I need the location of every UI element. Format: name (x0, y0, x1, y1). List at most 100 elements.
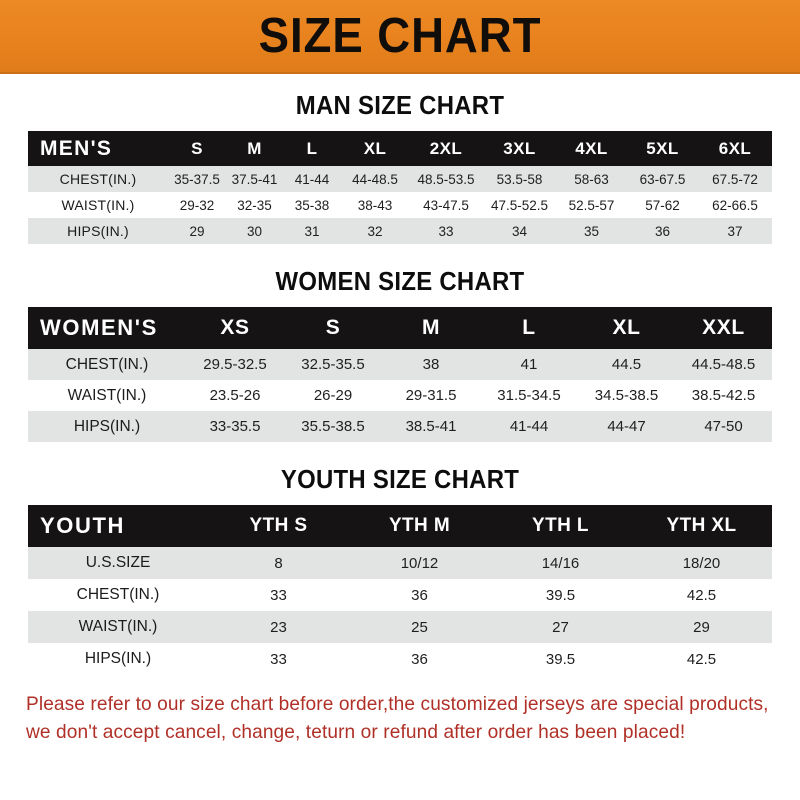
men-size-header-4xl: 4XL (575, 138, 608, 158)
disclaimer-line-1: Please refer to our size chart before or… (26, 693, 769, 715)
youth-chest-s: 33 (208, 579, 349, 611)
youth-ussize-s: 8 (208, 547, 349, 579)
men-hips-3xl: 34 (483, 218, 556, 244)
women-waist-s: 26-29 (284, 380, 382, 411)
men-size-header-3xl: 3XL (503, 138, 536, 158)
men-waist-4xl: 52.5-57 (556, 192, 627, 218)
women-size-header-xs: XS (220, 316, 250, 339)
section-title-women: WOMEN SIZE CHART (275, 266, 525, 296)
women-row-label-waist: WAIST(IN.) (28, 380, 186, 411)
women-size-header-xxl: XXL (702, 316, 745, 339)
women-hips-xxl: 47-50 (675, 411, 772, 442)
men-chest-6xl: 67.5-72 (698, 166, 772, 192)
men-chest-l: 41-44 (283, 166, 341, 192)
women-size-header-s: S (325, 316, 341, 339)
men-size-header-s: S (191, 138, 203, 158)
women-waist-xs: 23.5-26 (186, 380, 284, 411)
youth-ussize-m: 10/12 (349, 547, 490, 579)
women-waist-xxl: 38.5-42.5 (675, 380, 772, 411)
men-hips-l: 31 (283, 218, 341, 244)
page-title: SIZE CHART (258, 8, 542, 63)
youth-chest-xl: 42.5 (631, 579, 772, 611)
table-row: WAIST(IN.) 23 25 27 29 (28, 611, 772, 643)
youth-row-label-hips: HIPS(IN.) (28, 643, 208, 675)
table-row: U.S.SIZE 8 10/12 14/16 18/20 (28, 547, 772, 579)
youth-waist-m: 25 (349, 611, 490, 643)
men-header-row: MEN'S S M L XL 2XL 3XL 4XL 5XL 6XL (28, 131, 772, 166)
women-chest-l: 41 (480, 349, 578, 380)
youth-chest-l: 39.5 (490, 579, 631, 611)
men-size-header-5xl: 5XL (646, 138, 679, 158)
youth-size-header-l: YTH L (532, 515, 589, 536)
section-title-youth: YOUTH SIZE CHART (280, 464, 520, 494)
women-size-table: WOMEN'S XS S M L XL XXL CHEST(IN.) 29.5-… (28, 307, 772, 442)
men-waist-l: 35-38 (283, 192, 341, 218)
men-row-label-waist: WAIST(IN.) (28, 192, 168, 218)
disclaimer-line-2: we don't accept cancel, change, teturn o… (26, 720, 686, 743)
men-chest-m: 37.5-41 (226, 166, 283, 192)
youth-hips-m: 36 (349, 643, 490, 675)
youth-waist-xl: 29 (631, 611, 772, 643)
men-size-header-m: M (247, 138, 262, 158)
men-chest-5xl: 63-67.5 (627, 166, 698, 192)
youth-row-label-ussize: U.S.SIZE (28, 547, 208, 579)
men-waist-s: 29-32 (168, 192, 226, 218)
men-size-header-6xl: 6XL (718, 138, 752, 158)
youth-hips-s: 33 (208, 643, 349, 675)
men-row-label-chest: CHEST(IN.) (28, 166, 168, 192)
men-hips-xl: 32 (341, 218, 409, 244)
women-waist-l: 31.5-34.5 (480, 380, 578, 411)
men-hips-4xl: 35 (556, 218, 627, 244)
women-size-header-l: L (522, 316, 536, 339)
youth-ussize-xl: 18/20 (631, 547, 772, 579)
women-row-label-hips: HIPS(IN.) (28, 411, 186, 442)
women-chest-xxl: 44.5-48.5 (675, 349, 772, 380)
youth-hips-xl: 42.5 (631, 643, 772, 675)
women-hips-s: 35.5-38.5 (284, 411, 382, 442)
men-corner-label: MEN'S (40, 136, 113, 160)
women-chest-xl: 44.5 (578, 349, 675, 380)
women-chest-s: 32.5-35.5 (284, 349, 382, 380)
table-row: WAIST(IN.) 29-32 32-35 35-38 38-43 43-47… (28, 192, 772, 218)
women-hips-xs: 33-35.5 (186, 411, 284, 442)
youth-chest-m: 36 (349, 579, 490, 611)
men-chest-3xl: 53.5-58 (483, 166, 556, 192)
youth-size-header-s: YTH S (249, 515, 308, 536)
men-waist-2xl: 43-47.5 (409, 192, 483, 218)
men-waist-xl: 38-43 (341, 192, 409, 218)
table-row: WAIST(IN.) 23.5-26 26-29 29-31.5 31.5-34… (28, 380, 772, 411)
men-hips-6xl: 37 (698, 218, 772, 244)
women-size-header-xl: XL (612, 316, 641, 339)
youth-waist-l: 27 (490, 611, 631, 643)
youth-size-table: YOUTH YTH S YTH M YTH L YTH XL U.S.SIZE … (28, 505, 772, 675)
women-corner-label: WOMEN'S (40, 315, 158, 340)
table-row: HIPS(IN.) 33 36 39.5 42.5 (28, 643, 772, 675)
women-chest-m: 38 (382, 349, 480, 380)
youth-hips-l: 39.5 (490, 643, 631, 675)
table-row: HIPS(IN.) 29 30 31 32 33 34 35 36 37 (28, 218, 772, 244)
women-chest-xs: 29.5-32.5 (186, 349, 284, 380)
men-chest-2xl: 48.5-53.5 (409, 166, 483, 192)
youth-corner-label: YOUTH (40, 513, 125, 538)
table-row: CHEST(IN.) 33 36 39.5 42.5 (28, 579, 772, 611)
men-chest-4xl: 58-63 (556, 166, 627, 192)
men-waist-m: 32-35 (226, 192, 283, 218)
women-hips-xl: 44-47 (578, 411, 675, 442)
women-header-row: WOMEN'S XS S M L XL XXL (28, 307, 772, 349)
youth-row-label-waist: WAIST(IN.) (28, 611, 208, 643)
youth-size-header-m: YTH M (388, 515, 451, 536)
men-hips-5xl: 36 (627, 218, 698, 244)
youth-waist-s: 23 (208, 611, 349, 643)
women-size-header-m: M (421, 316, 441, 339)
youth-header-row: YOUTH YTH S YTH M YTH L YTH XL (28, 505, 772, 547)
women-row-label-chest: CHEST(IN.) (28, 349, 186, 380)
page-header-banner: SIZE CHART (0, 0, 800, 74)
women-hips-m: 38.5-41 (382, 411, 480, 442)
men-size-table: MEN'S S M L XL 2XL 3XL 4XL 5XL 6XL CHEST… (28, 131, 772, 244)
men-hips-s: 29 (168, 218, 226, 244)
section-title-man: MAN SIZE CHART (295, 90, 505, 120)
disclaimer-note: Please refer to our size chart before or… (26, 691, 769, 746)
men-row-label-hips: HIPS(IN.) (28, 218, 168, 244)
youth-row-label-chest: CHEST(IN.) (28, 579, 208, 611)
men-size-header-l: L (306, 138, 318, 158)
